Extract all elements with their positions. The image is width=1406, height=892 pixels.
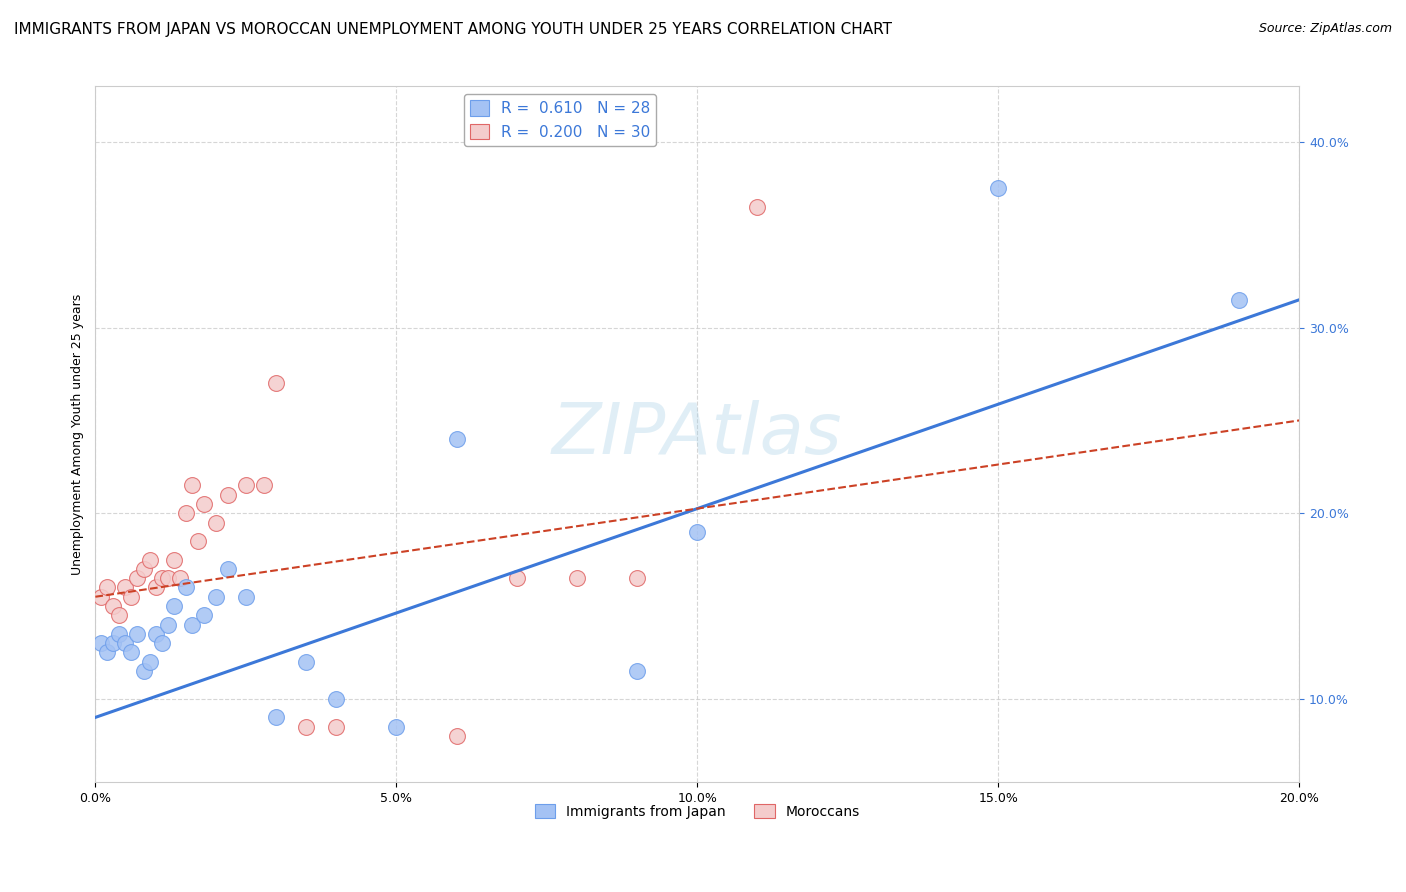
- Point: [626, 571, 648, 585]
- Point: [174, 506, 197, 520]
- Point: [446, 729, 468, 743]
- Y-axis label: Unemployment Among Youth under 25 years: Unemployment Among Youth under 25 years: [72, 293, 84, 575]
- Point: [103, 636, 125, 650]
- Point: [145, 627, 167, 641]
- Point: [162, 552, 184, 566]
- Point: [96, 645, 118, 659]
- Point: [235, 590, 257, 604]
- Point: [325, 720, 347, 734]
- Point: [121, 645, 143, 659]
- Point: [103, 599, 125, 613]
- Point: [987, 181, 1010, 195]
- Point: [138, 655, 160, 669]
- Point: [121, 590, 143, 604]
- Point: [138, 552, 160, 566]
- Point: [156, 617, 179, 632]
- Point: [114, 636, 136, 650]
- Point: [506, 571, 529, 585]
- Point: [180, 478, 202, 492]
- Point: [127, 627, 149, 641]
- Point: [145, 581, 167, 595]
- Point: [747, 200, 769, 214]
- Point: [156, 571, 179, 585]
- Point: [132, 664, 155, 678]
- Point: [193, 608, 215, 623]
- Point: [180, 617, 202, 632]
- Point: [235, 478, 257, 492]
- Point: [295, 655, 318, 669]
- Point: [446, 432, 468, 446]
- Point: [264, 376, 287, 391]
- Point: [187, 534, 209, 549]
- Point: [90, 636, 112, 650]
- Point: [108, 608, 131, 623]
- Point: [204, 516, 226, 530]
- Point: [686, 524, 709, 539]
- Point: [108, 627, 131, 641]
- Point: [325, 691, 347, 706]
- Point: [169, 571, 191, 585]
- Point: [150, 571, 173, 585]
- Point: [96, 581, 118, 595]
- Point: [217, 562, 239, 576]
- Point: [127, 571, 149, 585]
- Point: [114, 581, 136, 595]
- Point: [1227, 293, 1250, 307]
- Point: [217, 488, 239, 502]
- Point: [264, 710, 287, 724]
- Text: IMMIGRANTS FROM JAPAN VS MOROCCAN UNEMPLOYMENT AMONG YOUTH UNDER 25 YEARS CORREL: IMMIGRANTS FROM JAPAN VS MOROCCAN UNEMPL…: [14, 22, 891, 37]
- Point: [90, 590, 112, 604]
- Point: [253, 478, 276, 492]
- Point: [626, 664, 648, 678]
- Point: [132, 562, 155, 576]
- Text: ZIPAtlas: ZIPAtlas: [553, 400, 842, 469]
- Legend: Immigrants from Japan, Moroccans: Immigrants from Japan, Moroccans: [529, 798, 866, 824]
- Point: [174, 581, 197, 595]
- Point: [385, 720, 408, 734]
- Point: [295, 720, 318, 734]
- Text: Source: ZipAtlas.com: Source: ZipAtlas.com: [1258, 22, 1392, 36]
- Point: [193, 497, 215, 511]
- Point: [150, 636, 173, 650]
- Point: [204, 590, 226, 604]
- Point: [162, 599, 184, 613]
- Point: [565, 571, 588, 585]
